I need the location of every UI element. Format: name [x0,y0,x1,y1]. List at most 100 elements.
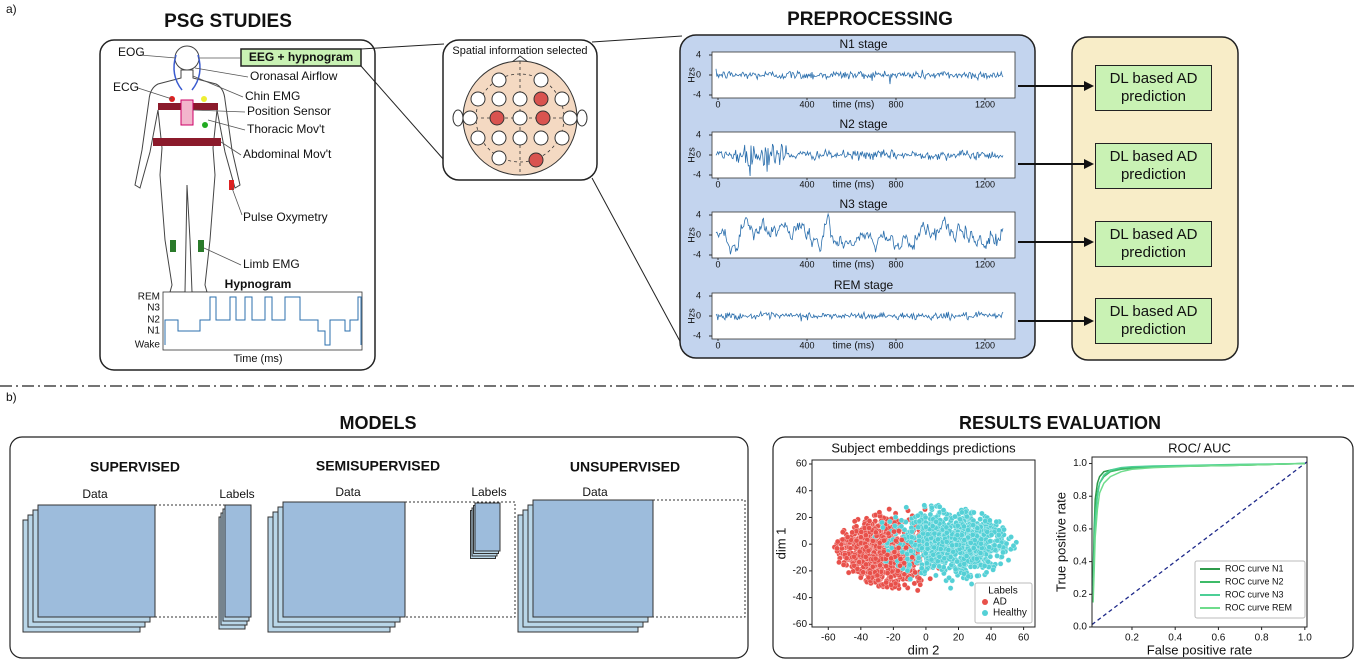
x-tick-label: 0 [715,259,720,269]
scatter-point [950,543,955,548]
sensor-label: Abdominal Mov't [243,147,332,161]
x-tick-label: 0 [715,179,720,189]
x-tick-label: -60 [821,633,836,644]
scatter-point [895,568,900,573]
scatter-point [902,582,907,587]
scatter-point [870,564,875,569]
legend-label: ROC curve N3 [1225,589,1284,599]
scatter-point [899,524,904,529]
data-stack-layer [225,505,251,617]
scatter-point [974,556,979,561]
legend-label: AD [993,597,1007,608]
x-tick-label: 400 [799,179,814,189]
scatter-point [958,517,963,522]
signal-y-label: Hzs [686,308,696,324]
scatter-point [948,586,953,591]
scatter-point [987,545,992,550]
scatter-point [984,570,989,575]
scatter-point [877,563,882,568]
scatter-point [978,541,983,546]
scatter-point [995,553,1000,558]
x-tick-label: 400 [799,259,814,269]
scatter-point [919,546,924,551]
scatter-point [988,539,993,544]
hypnogram-stage: N3 [147,303,160,314]
y-tick-label: 4 [696,290,701,300]
scatter-point [962,538,967,543]
sensor-label: ECG [113,80,139,94]
y-tick-label: 0 [696,310,701,320]
scatter-point [938,546,943,551]
scatter-point [836,560,841,565]
y-axis-label: dim 1 [773,528,788,560]
stage-title: N3 stage [839,197,887,211]
scatter-point [944,539,949,544]
scatter-point [897,563,902,568]
y-tick-label: 1.0 [1073,458,1087,469]
scatter-point [879,520,884,525]
section-title: PREPROCESSING [787,9,953,30]
scatter-point [886,531,891,536]
stack-label: Data [335,485,361,499]
scatter-point [937,504,942,509]
scatter-point [866,548,871,553]
stack-label: Labels [471,485,506,499]
y-tick-label: 4 [696,49,701,59]
scatter-point [979,511,984,516]
model-title: SEMISUPERVISED [316,458,440,474]
signal-x-label: time (ms) [833,180,875,191]
sensor-label: Pulse Oxymetry [243,210,328,224]
scatter-point [854,538,859,543]
scatter-point [975,526,980,531]
scatter-point [884,564,889,569]
scatter-point [968,540,973,545]
scatter-point [896,528,901,533]
section-title: PSG STUDIES [164,11,292,32]
scatter-point [932,545,937,550]
scatter-point [997,543,1002,548]
signal-y-label: Hzs [686,227,696,243]
data-stack-layer [533,500,653,617]
x-tick-label: 1200 [975,99,995,109]
y-tick-label: 0 [801,539,807,550]
legend-label: ROC curve REM [1225,602,1292,612]
scatter-point [971,523,976,528]
legend-title: Labels [988,586,1017,597]
scatter-point [952,514,957,519]
prediction-box: DL based AD prediction [1095,221,1212,267]
scatter-point [884,580,889,585]
scatter-point [930,524,935,529]
scatter-point [873,530,878,535]
data-stack-layer [283,502,405,617]
sensor-label: Position Sensor [247,104,331,118]
scatter-point [955,559,960,564]
chart-title: ROC/ AUC [1168,440,1231,455]
x-tick-label: 60 [1018,633,1030,644]
scatter-point [928,576,933,581]
scatter-point [840,537,845,542]
scatter-point [934,519,939,524]
scatter-point [851,554,856,559]
scatter-point [995,538,1000,543]
scatter-point [909,529,914,534]
stack-label: Data [82,487,108,501]
legend-marker [982,599,988,605]
scatter-point [966,528,971,533]
scatter-point [915,513,920,518]
section-title: MODELS [339,413,416,433]
hypnogram-x-label: Time (ms) [233,353,282,365]
scatter-point [909,535,914,540]
scatter-point [1009,534,1014,539]
y-tick-label: 4 [696,209,701,219]
hypnogram-stage: N1 [147,326,160,337]
x-tick-label: 40 [985,633,997,644]
scatter-point [972,564,977,569]
scatter-point [962,561,967,566]
scatter-point [840,530,845,535]
x-tick-label: 800 [888,99,903,109]
signal-y-label: Hzs [686,147,696,163]
scatter-point [923,524,928,529]
scatter-point [917,519,922,524]
scatter-point [944,530,949,535]
signal-x-label: time (ms) [833,260,875,271]
